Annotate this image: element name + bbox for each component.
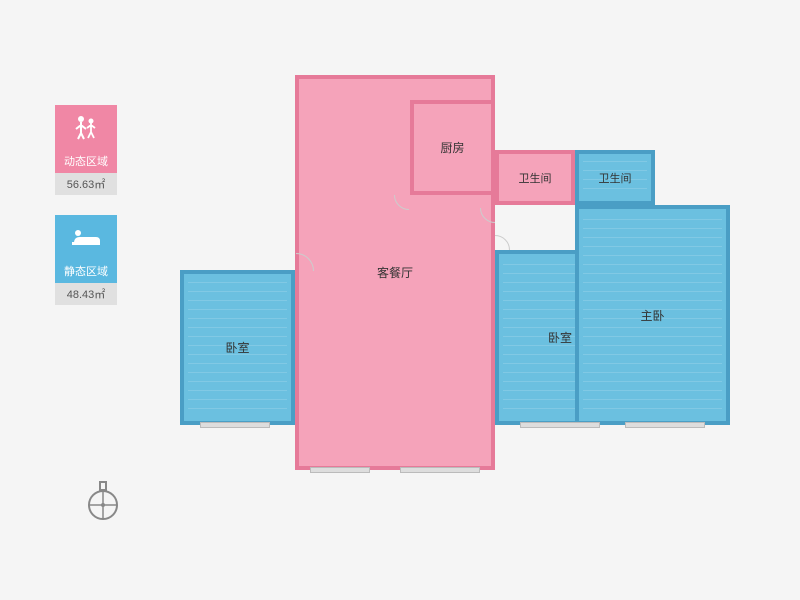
legend-dynamic: 动态区域 56.63㎡: [55, 105, 117, 195]
label-master: 主卧: [640, 307, 664, 324]
opening: [310, 467, 370, 473]
label-bath2: 卫生间: [599, 170, 632, 186]
opening: [200, 422, 270, 428]
room-bath1: 卫生间: [495, 150, 575, 205]
people-icon: [55, 105, 117, 149]
room-master: 主卧: [575, 205, 730, 425]
opening: [520, 422, 600, 428]
room-bedroom-left: 卧室: [180, 270, 295, 425]
legend-panel: 动态区域 56.63㎡ 静态区域 48.43㎡: [55, 105, 117, 325]
room-kitchen: 厨房: [410, 100, 495, 195]
rest-icon: [55, 215, 117, 259]
opening: [625, 422, 705, 428]
legend-dynamic-value: 56.63㎡: [55, 173, 117, 195]
label-kitchen: 厨房: [440, 139, 464, 156]
label-bath1: 卫生间: [519, 170, 552, 186]
compass-icon: [85, 480, 121, 522]
label-bedroom-left: 卧室: [225, 339, 249, 356]
legend-static-value: 48.43㎡: [55, 283, 117, 305]
legend-static: 静态区域 48.43㎡: [55, 215, 117, 305]
legend-dynamic-label: 动态区域: [55, 149, 117, 173]
opening: [400, 467, 480, 473]
label-living: 客餐厅: [377, 264, 413, 281]
room-bath2: 卫生间: [575, 150, 655, 205]
label-bedroom-mid: 卧室: [548, 329, 572, 346]
legend-static-label: 静态区域: [55, 259, 117, 283]
